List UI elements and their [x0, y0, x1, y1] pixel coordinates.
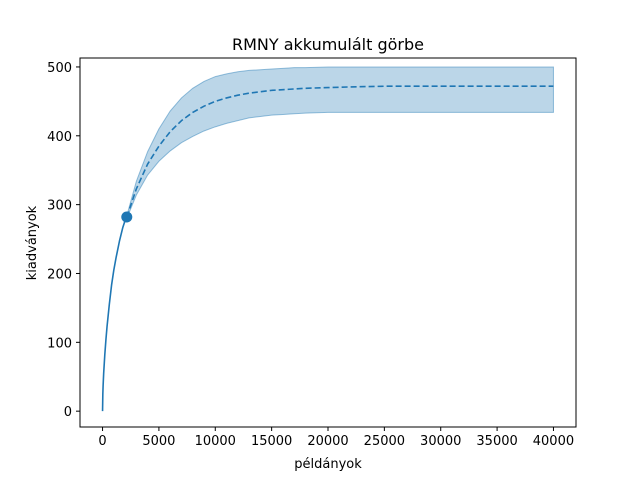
- y-tick-label: 500: [47, 61, 72, 76]
- x-tick-label: 40000: [533, 434, 574, 449]
- y-tick-label: 300: [47, 199, 72, 214]
- x-axis: 0 5000 10000 15000 20000 25000 30000 35000 40000: [98, 427, 574, 449]
- reference-point-marker: [121, 211, 133, 223]
- x-tick-label: 15000: [251, 434, 292, 449]
- plot-area: [101, 66, 554, 412]
- x-tick-label: 25000: [364, 434, 405, 449]
- y-tick-label: 100: [47, 336, 72, 351]
- y-tick-label: 0: [64, 405, 72, 420]
- y-axis: 0 100 200 300 400 500: [47, 61, 80, 420]
- y-axis-label: kiadványok: [25, 205, 40, 280]
- chart-title: RMNY akkumulált görbe: [232, 35, 424, 54]
- x-tick-label: 20000: [307, 434, 348, 449]
- x-axis-label: példányok: [294, 457, 362, 472]
- y-tick-label: 200: [47, 267, 72, 282]
- extrapolation-line: [126, 85, 554, 218]
- confidence-band: [126, 66, 554, 219]
- interpolation-line: [101, 216, 128, 412]
- x-tick-label: 0: [98, 434, 106, 449]
- x-tick-label: 30000: [420, 434, 461, 449]
- x-tick-label: 10000: [195, 434, 236, 449]
- y-tick-label: 400: [47, 130, 72, 145]
- x-tick-label: 35000: [476, 434, 517, 449]
- x-tick-label: 5000: [142, 434, 175, 449]
